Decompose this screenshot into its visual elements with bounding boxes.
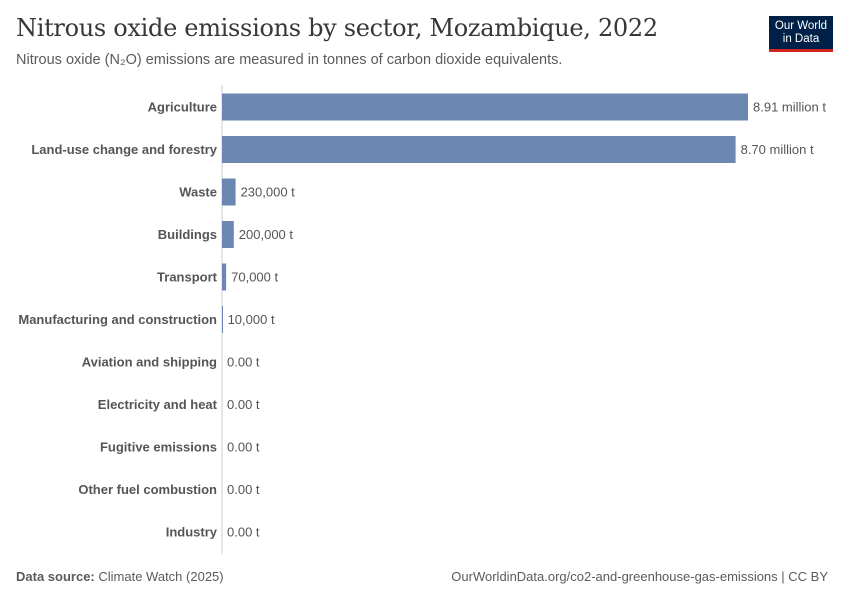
value-label: 0.00 t: [227, 440, 260, 455]
data-source-value[interactable]: Climate Watch (2025): [98, 569, 224, 584]
logo-line-1: Our World: [774, 19, 828, 32]
bar[interactable]: [222, 221, 234, 248]
category-label: Electricity and heat: [98, 397, 218, 412]
data-source-label: Data source:: [16, 569, 95, 584]
bar[interactable]: [222, 178, 236, 206]
category-label: Fugitive emissions: [100, 440, 217, 455]
value-label: 0.00 t: [227, 525, 260, 540]
value-label: 200,000 t: [239, 227, 294, 242]
source-url[interactable]: OurWorldinData.org/co2-and-greenhouse-ga…: [451, 569, 828, 584]
chart-title: Nitrous oxide emissions by sector, Mozam…: [16, 14, 658, 42]
bar[interactable]: [222, 306, 223, 333]
value-label: 0.00 t: [227, 482, 260, 497]
value-label: 10,000 t: [228, 312, 275, 327]
logo-line-2: in Data: [782, 32, 820, 45]
category-label: Manufacturing and construction: [18, 312, 217, 327]
value-label: 70,000 t: [231, 270, 278, 285]
owid-logo[interactable]: Our World in Data: [769, 16, 833, 52]
category-label: Other fuel combustion: [78, 482, 217, 497]
value-label: 0.00 t: [227, 355, 260, 370]
value-label: 8.91 million t: [753, 100, 826, 115]
category-label: Transport: [157, 270, 218, 285]
category-label: Industry: [166, 525, 218, 540]
category-label: Buildings: [158, 227, 217, 242]
bar[interactable]: [222, 93, 748, 121]
value-label: 0.00 t: [227, 397, 260, 412]
category-label: Aviation and shipping: [82, 355, 217, 370]
category-label: Land-use change and forestry: [31, 142, 217, 157]
bar[interactable]: [222, 136, 736, 163]
bar[interactable]: [222, 263, 227, 291]
bar-chart: Agriculture 8.91 million t Land-use change…: [18, 85, 826, 554]
category-label: Waste: [179, 185, 217, 200]
data-source: Data source: Climate Watch (2025): [16, 569, 224, 584]
value-label: 8.70 million t: [741, 142, 814, 157]
category-label: Agriculture: [148, 100, 217, 115]
value-label: 230,000 t: [241, 185, 296, 200]
chart-subtitle: Nitrous oxide (N₂O) emissions are measur…: [16, 52, 563, 68]
